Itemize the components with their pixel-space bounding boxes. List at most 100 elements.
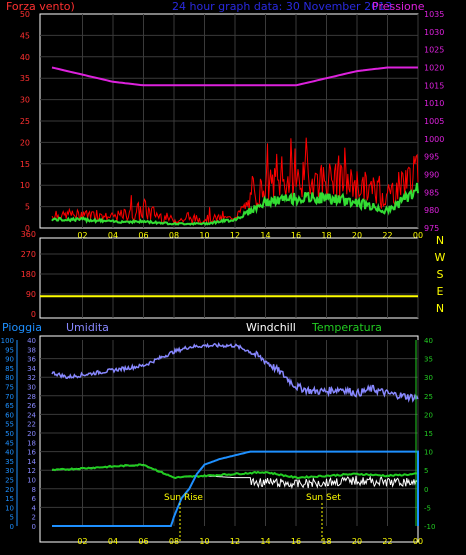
temperature-tick-label: 20	[424, 411, 433, 419]
humidity-tick-label: 28	[27, 393, 36, 401]
temperature-tick-label: 10	[424, 449, 433, 457]
humidity-tick-label: 40	[27, 337, 36, 345]
x-tick-label: 12	[230, 231, 240, 240]
rain-tick-label: 100	[1, 337, 14, 345]
compass-label: W	[435, 251, 446, 264]
x-tick-label: 10	[199, 537, 209, 546]
temperature-tick-label: 0	[424, 486, 428, 494]
humidity-tick-label: 18	[27, 439, 36, 447]
humidity-tick-label: 12	[27, 467, 36, 475]
pressure-tick-label: 1000	[424, 135, 444, 144]
panel-wind-pressure-grid	[40, 14, 419, 228]
x-tick-label: 18	[321, 537, 331, 546]
humidity-tick-label: 26	[27, 402, 36, 410]
humidity-tick-label: 20	[27, 430, 36, 438]
rain-tick-label: 10	[5, 504, 14, 512]
x-tick-label: 14	[260, 231, 270, 240]
temperature-tick-label: 35	[424, 356, 433, 364]
x-tick-label: 02	[77, 231, 87, 240]
compass-label: N	[436, 302, 444, 315]
humidity-tick-label: 30	[27, 384, 36, 392]
temperature-tick-label: 25	[424, 393, 433, 401]
wind-gust-series	[51, 137, 419, 225]
direction-tick-label: 180	[21, 270, 36, 279]
rain-series	[52, 450, 419, 527]
panel-wind-direction-grid	[40, 238, 419, 318]
panel-temp-humidity-grid	[40, 340, 419, 526]
rain-tick-label: 25	[5, 477, 14, 485]
pressure-tick-label: 1025	[424, 46, 444, 55]
wind-tick-label: 30	[20, 96, 30, 105]
humidity-tick-label: 34	[27, 365, 36, 373]
temperature-tick-label: -10	[424, 523, 435, 531]
pressure-tick-label: 1010	[424, 99, 444, 108]
temperature-axis-title: Temperatura	[311, 321, 382, 334]
rain-tick-label: 50	[5, 430, 14, 438]
panel-wind-direction-frame	[39, 237, 419, 319]
panel-temp-humidity-axes: 0510152025303540455055606570758085909510…	[1, 337, 436, 546]
x-tick-label: 00	[413, 537, 423, 546]
panel-wind-pressure-axes: 0510152025303540455097598098599099510001…	[20, 10, 445, 240]
sun-set-label: Sun Set	[306, 493, 341, 503]
wind-axis-title: Forza vento)	[6, 0, 75, 13]
humidity-tick-label: 0	[32, 523, 36, 531]
rain-tick-label: 70	[5, 393, 14, 401]
x-tick-label: 06	[138, 537, 148, 546]
rain-tick-label: 0	[10, 523, 14, 531]
panel-temp-humidity-frame	[39, 335, 419, 543]
x-tick-label: 14	[260, 537, 270, 546]
humidity-axis-title: Umidita	[66, 321, 109, 334]
temperature-series	[51, 463, 419, 480]
panel-wind-pressure-series	[51, 66, 419, 226]
pressure-tick-label: 995	[424, 153, 439, 162]
pressure-tick-label: 1005	[424, 117, 444, 126]
compass-label: N	[436, 234, 444, 247]
temperature-tick-label: -5	[424, 504, 431, 512]
panel-temp-humidity-series	[51, 342, 419, 527]
humidity-tick-label: 2	[32, 514, 36, 522]
pressure-tick-label: 985	[424, 188, 439, 197]
rain-tick-label: 5	[10, 514, 14, 522]
rain-tick-label: 65	[5, 402, 14, 410]
x-tick-label: 02	[77, 537, 87, 546]
x-tick-label: 22	[382, 537, 392, 546]
humidity-tick-label: 14	[27, 458, 36, 466]
rain-tick-label: 75	[5, 384, 14, 392]
humidity-tick-label: 8	[32, 486, 36, 494]
wind-tick-label: 10	[20, 181, 30, 190]
x-tick-label: 12	[230, 537, 240, 546]
wind-tick-label: 45	[20, 31, 30, 40]
rain-tick-label: 45	[5, 439, 14, 447]
pressure-series	[51, 66, 418, 87]
rain-tick-label: 30	[5, 467, 14, 475]
x-tick-label: 08	[169, 537, 179, 546]
wind-tick-label: 25	[20, 117, 30, 126]
compass-label: E	[437, 285, 444, 298]
temperature-tick-label: 40	[424, 337, 433, 345]
humidity-tick-label: 10	[27, 477, 36, 485]
rain-axis-title: Pioggia	[2, 321, 42, 334]
rain-tick-label: 15	[5, 495, 14, 503]
humidity-tick-label: 6	[32, 495, 37, 503]
pressure-tick-label: 1015	[424, 81, 444, 90]
temperature-tick-label: 15	[424, 430, 433, 438]
x-tick-label: 20	[352, 537, 362, 546]
wind-tick-label: 0	[25, 224, 30, 233]
pressure-tick-label: 975	[424, 224, 439, 233]
direction-tick-label: 0	[31, 310, 36, 319]
wind-average-series	[51, 182, 419, 226]
x-tick-label: 04	[108, 231, 118, 240]
humidity-series	[51, 342, 419, 403]
x-tick-label: 22	[382, 231, 392, 240]
humidity-tick-label: 38	[27, 346, 36, 354]
x-tick-label: 16	[291, 231, 301, 240]
temperature-tick-label: 5	[424, 467, 428, 475]
x-tick-label: 08	[169, 231, 179, 240]
pressure-tick-label: 1035	[424, 10, 444, 19]
x-tick-label: 00	[413, 231, 423, 240]
chart-title: 24 hour graph data: 30 November 2013	[172, 0, 392, 13]
rain-tick-label: 35	[5, 458, 14, 466]
rain-tick-label: 55	[5, 421, 14, 429]
direction-tick-label: 90	[26, 290, 36, 299]
